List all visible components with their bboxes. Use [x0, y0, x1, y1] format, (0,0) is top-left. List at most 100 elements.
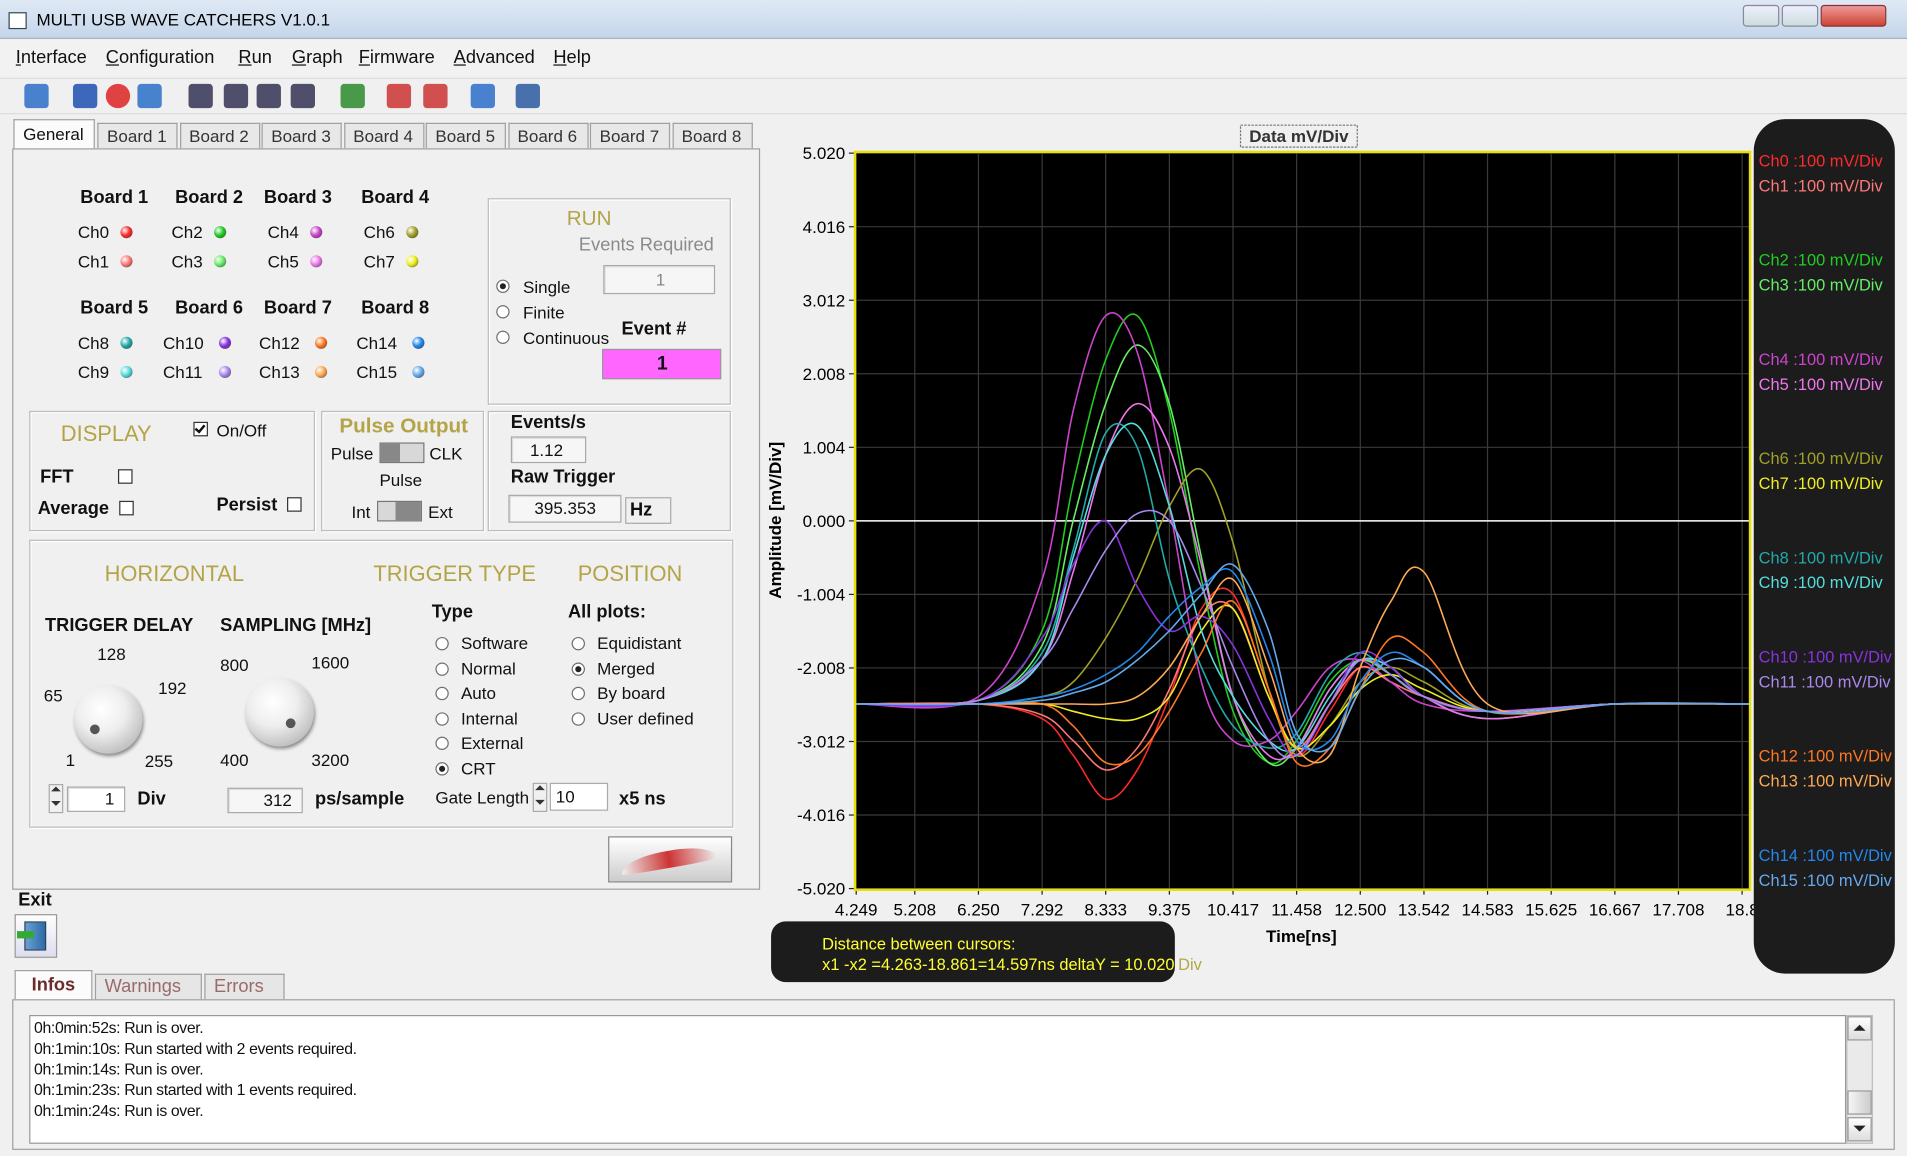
toolbar-button[interactable] [291, 84, 315, 108]
position-title: POSITION [578, 562, 683, 588]
trigger-delay-field[interactable]: 1 [67, 786, 125, 812]
toolbar-button[interactable] [106, 84, 130, 108]
menu-item[interactable]: Graph [292, 47, 343, 68]
toolbar-button[interactable] [516, 84, 540, 108]
trigger-type-option[interactable]: Internal [461, 708, 518, 727]
sampling-label: SAMPLING [MHz] [220, 615, 371, 636]
log-line: 0h:1min:24s: Run is over. [34, 1101, 203, 1119]
fft-label: FFT [40, 467, 73, 488]
maximize-button[interactable] [1782, 5, 1818, 27]
log-line: 0h:0min:52s: Run is over. [34, 1019, 203, 1037]
toolbar-button[interactable] [471, 84, 495, 108]
channel-led [310, 226, 322, 238]
x-tick-label: 6.250 [957, 900, 1000, 919]
channel-led [412, 337, 424, 349]
position-option[interactable]: User defined [597, 708, 694, 727]
radio-button[interactable] [496, 331, 509, 344]
menu-item[interactable]: Help [553, 47, 591, 68]
menu-item[interactable]: Firmware [359, 47, 435, 68]
channel-label: Ch8 [78, 333, 109, 352]
channel-led [412, 366, 424, 378]
events-required-field[interactable]: 1 [603, 265, 715, 294]
tab-label: Board 5 [435, 126, 495, 145]
board-title: Board 8 [361, 298, 429, 319]
toolbar-button[interactable] [73, 84, 97, 108]
run-mode-label[interactable]: Finite [523, 303, 565, 322]
close-button[interactable] [1821, 5, 1887, 27]
event-number-label: Event # [621, 318, 686, 339]
toolbar-button[interactable] [387, 84, 411, 108]
trigger-type-option[interactable]: CRT [461, 759, 496, 778]
toolbar-button[interactable] [137, 84, 161, 108]
checkbox[interactable] [118, 469, 133, 484]
toolbar-button[interactable] [24, 84, 48, 108]
trigger-type-option[interactable]: Normal [461, 658, 516, 677]
position-option[interactable]: Merged [597, 658, 655, 677]
x-tick-label: 4.249 [835, 900, 878, 919]
toolbar-button[interactable] [224, 84, 248, 108]
events-per-second-label: Events/s [511, 412, 586, 433]
channel-label: Ch0 [78, 222, 109, 241]
radio-button[interactable] [572, 637, 585, 650]
channel-led [315, 366, 327, 378]
toolbar-button[interactable] [189, 84, 213, 108]
spinner[interactable] [533, 783, 548, 812]
scroll-thumb[interactable] [1847, 1090, 1871, 1114]
pulse-output-title: Pulse Output [339, 415, 468, 439]
board-title: Board 6 [175, 298, 243, 319]
menu-item[interactable]: Run [238, 47, 271, 68]
sampling-field: 312 [227, 788, 302, 814]
y-axis-label: Amplitude [mV/Div] [766, 442, 785, 599]
legend-panel [1754, 119, 1895, 974]
radio-button[interactable] [435, 712, 448, 725]
x-tick-label: 10.417 [1207, 900, 1259, 919]
channel-led [219, 366, 231, 378]
channel-label: Ch15 [356, 362, 397, 381]
position-option[interactable]: By board [597, 683, 665, 702]
run-mode-label[interactable]: Continuous [523, 328, 609, 347]
trigger-type-option[interactable]: Auto [461, 683, 496, 702]
checkbox[interactable] [119, 501, 134, 516]
horizontal-title: HORIZONTAL [105, 562, 244, 588]
run-mode-label[interactable]: Single [523, 277, 570, 296]
radio-button[interactable] [572, 712, 585, 725]
run-title: RUN [567, 207, 612, 231]
cursor-readout: x1 -x2 =4.263-18.861=14.597ns deltaY = 1… [822, 956, 1174, 974]
checkbox[interactable] [287, 497, 302, 512]
tab-label: Board 3 [271, 126, 331, 145]
log-tab-label: Errors [214, 976, 264, 997]
radio-button[interactable] [496, 305, 509, 318]
log-tab-label: Infos [32, 975, 76, 996]
knob[interactable] [74, 686, 142, 754]
gate-length-field[interactable]: 10 [550, 783, 608, 811]
toolbar-button[interactable] [341, 84, 365, 108]
tab-label: Board 7 [600, 126, 660, 145]
legend-entry: Ch5 :100 mV/Div [1759, 376, 1884, 394]
clk-label: CLK [429, 444, 462, 463]
pulse-clk-switch[interactable] [379, 442, 424, 463]
tab-label: Board 4 [353, 126, 413, 145]
int-ext-switch[interactable] [377, 501, 422, 522]
exit-label: Exit [18, 890, 51, 911]
radio-button[interactable] [435, 662, 448, 675]
legend-entry: Ch13 :100 mV/Div [1759, 773, 1893, 791]
menu-item[interactable]: Interface [16, 47, 87, 68]
all-plots-label: All plots: [568, 602, 646, 623]
trigger-delay-unit: Div [137, 789, 165, 810]
knob[interactable] [246, 678, 314, 746]
dial-label: 1 [66, 750, 75, 769]
trigger-type-option[interactable]: Software [461, 633, 528, 652]
spinner[interactable] [49, 784, 64, 813]
position-option[interactable]: Equidistant [597, 633, 681, 652]
trigger-type-option[interactable]: External [461, 733, 523, 752]
x-tick-label: 11.458 [1271, 900, 1322, 919]
toolbar-button[interactable] [257, 84, 281, 108]
radio-button[interactable] [435, 637, 448, 650]
menu-item[interactable]: Advanced [454, 47, 535, 68]
channel-led [214, 255, 226, 267]
tab-label: General [23, 124, 84, 143]
menu-item[interactable]: Configuration [106, 47, 215, 68]
toolbar-button[interactable] [423, 84, 447, 108]
minimize-button[interactable] [1743, 5, 1779, 27]
x-tick-label: 16.667 [1589, 900, 1641, 919]
